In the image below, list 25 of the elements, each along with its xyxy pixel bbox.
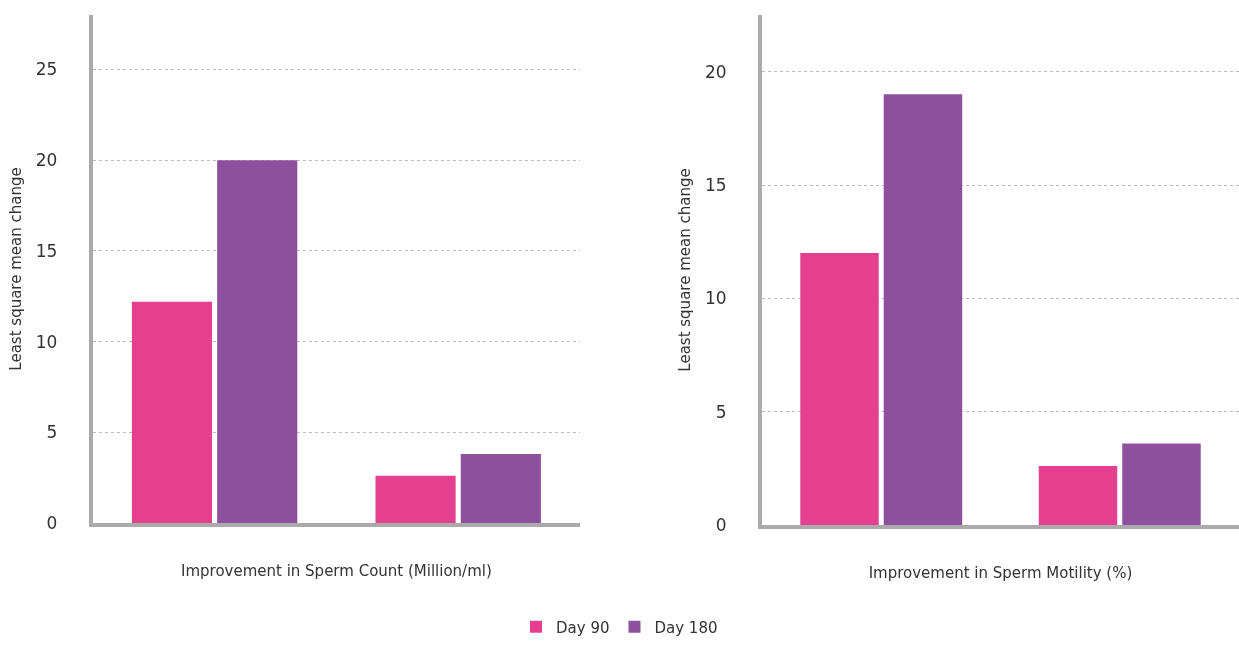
bar [217, 160, 298, 523]
y-tick-label: 15 [704, 174, 727, 195]
bar [131, 301, 213, 523]
bar [1122, 443, 1201, 525]
y-tick-label: 25 [35, 59, 58, 80]
bar [460, 454, 541, 523]
bar [883, 94, 963, 525]
bar [1038, 466, 1118, 525]
y-axis-title: Least square mean change [675, 168, 694, 372]
legend-label: Day 180 [654, 618, 718, 637]
y-tick-label: 5 [715, 401, 727, 422]
y-tick-label: 10 [35, 331, 58, 352]
y-tick-label: 0 [46, 512, 58, 533]
y-tick-label: 10 [704, 288, 727, 309]
x-axis-title: Improvement in Sperm Count (Million/ml) [180, 561, 492, 580]
y-tick-label: 20 [704, 61, 727, 82]
y-tick-label: 20 [35, 150, 58, 171]
y-tick-label: 5 [46, 422, 58, 443]
y-tick-label: 0 [715, 514, 727, 535]
x-axis-title: Improvement in Sperm Motility (%) [868, 563, 1133, 582]
y-tick-label: 15 [35, 240, 58, 261]
legend-label: Day 90 [556, 618, 610, 637]
bar [800, 253, 879, 525]
y-axis-title: Least square mean change [6, 167, 25, 371]
bar [375, 475, 456, 523]
